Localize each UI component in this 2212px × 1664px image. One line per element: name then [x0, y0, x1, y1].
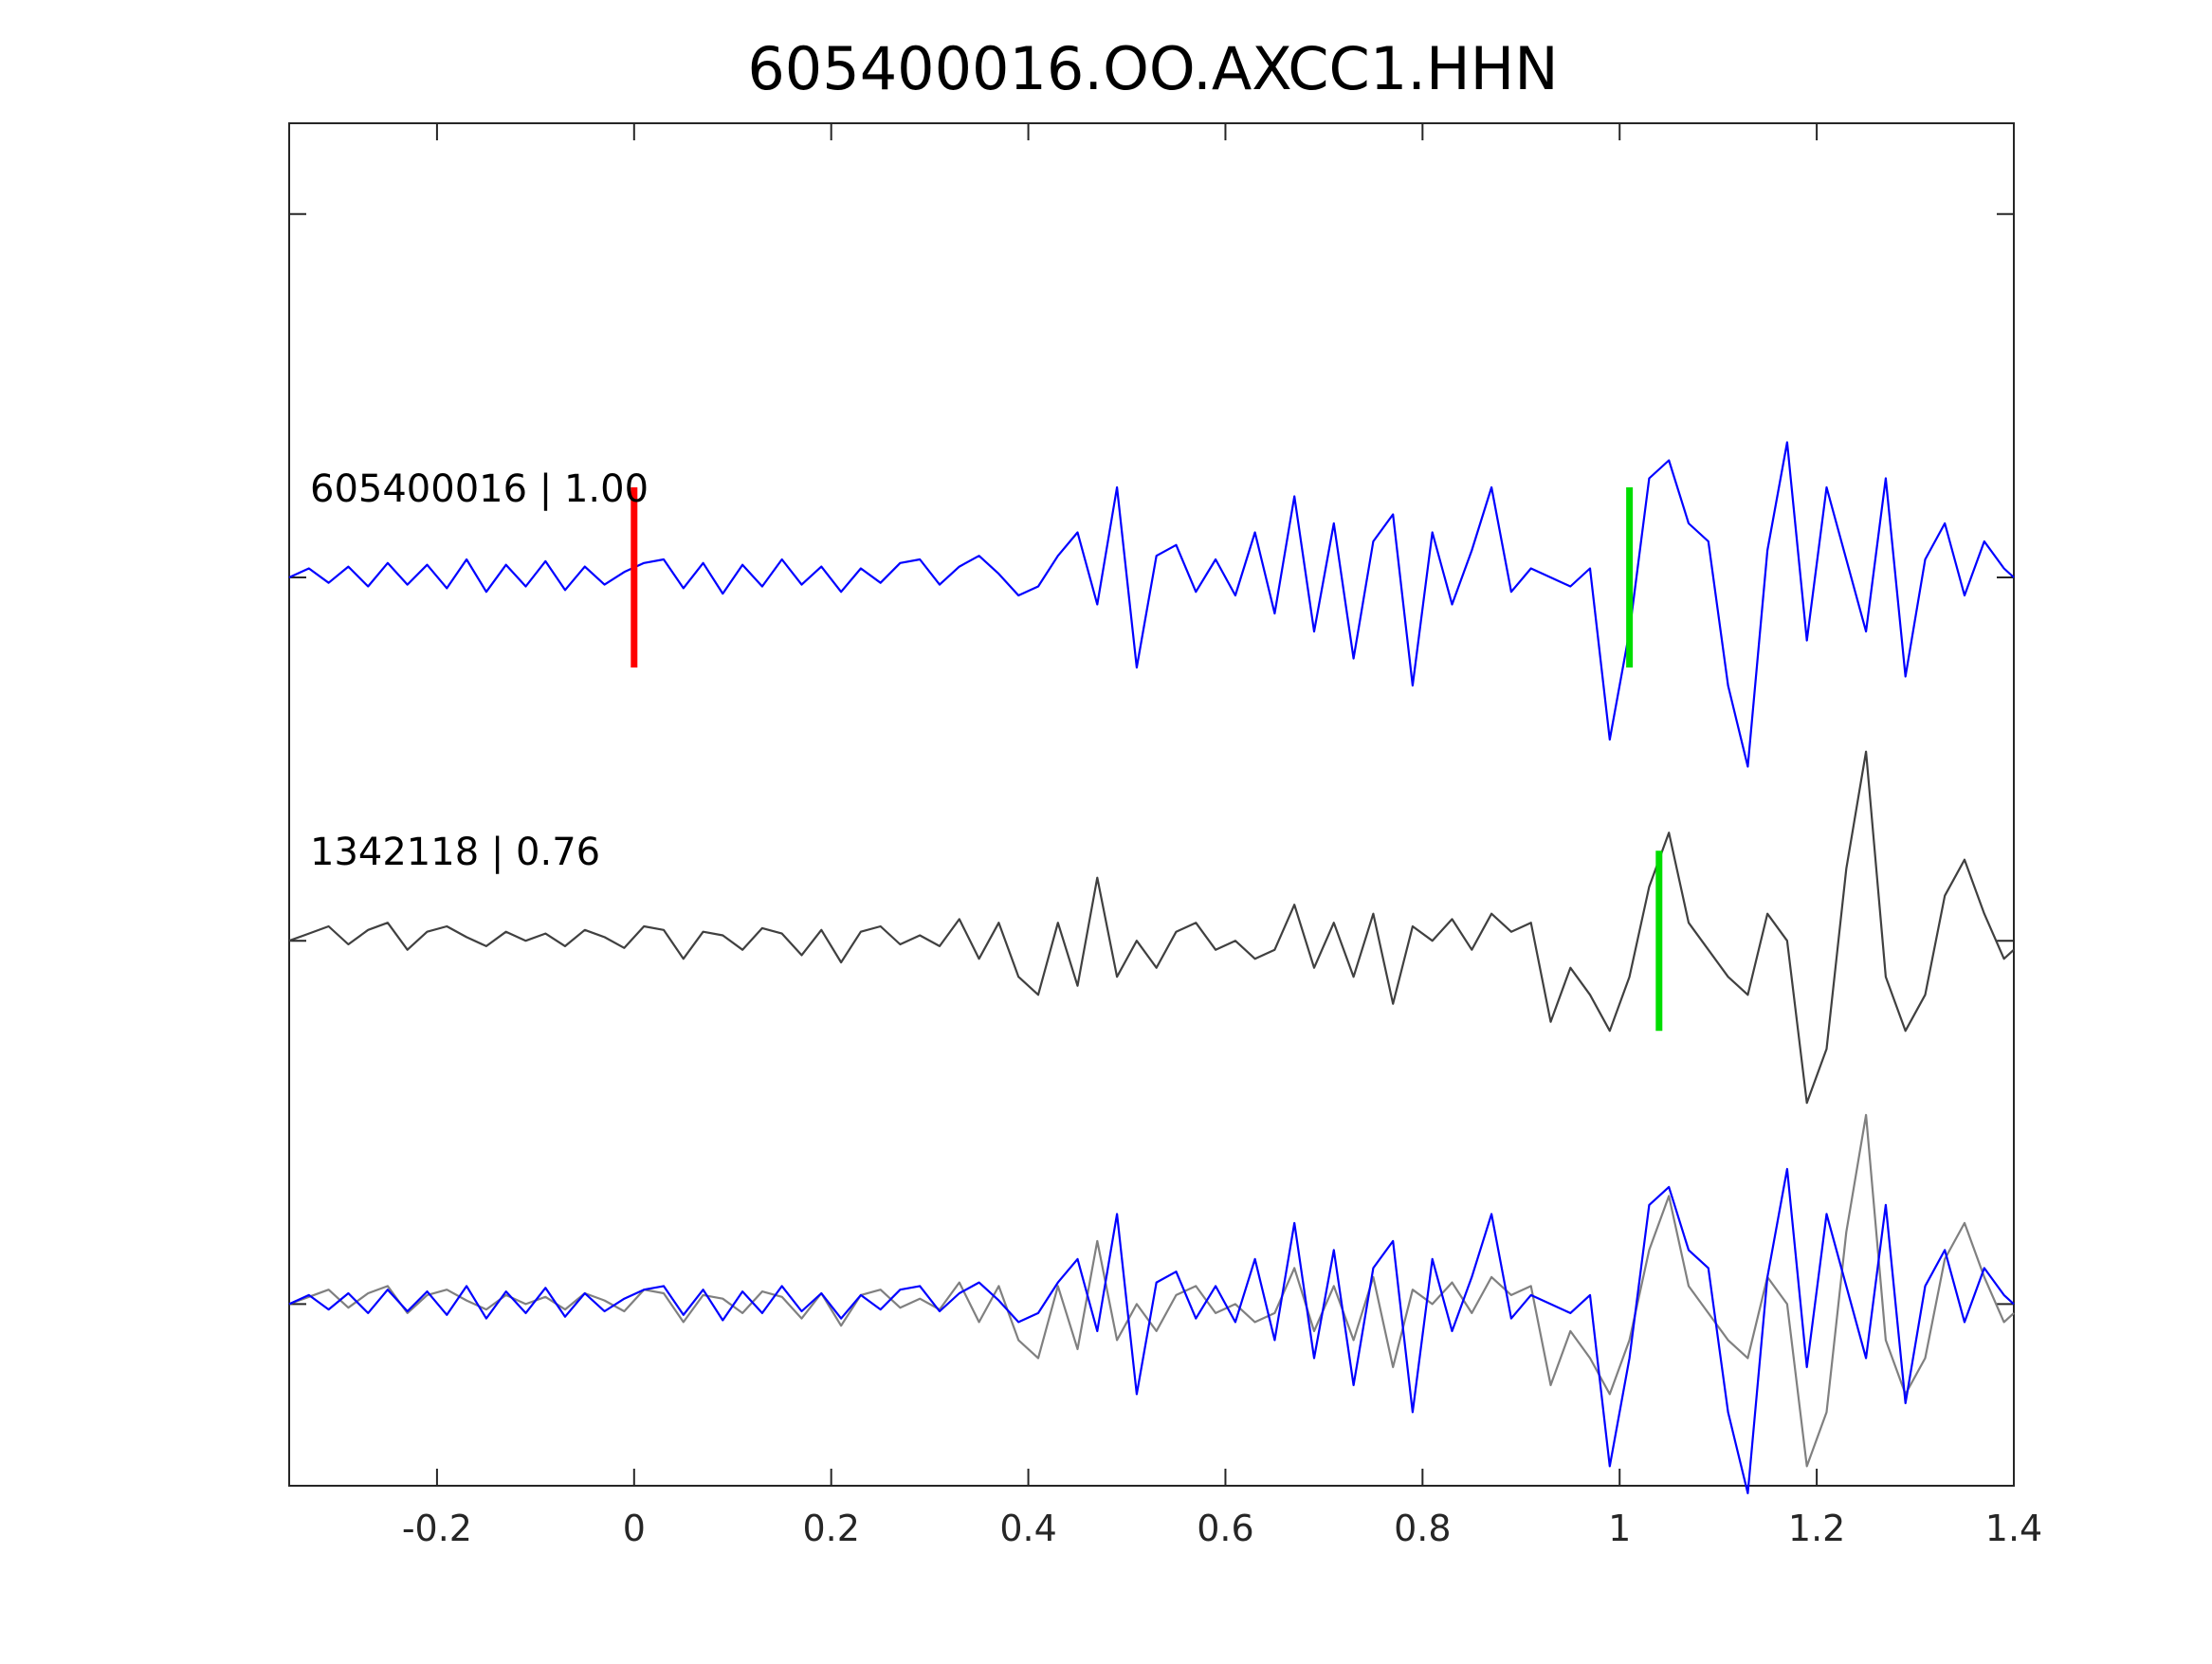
- trace-label: 605400016 | 1.00: [310, 467, 649, 511]
- x-tick-label: 0.4: [999, 1508, 1056, 1549]
- chart-title: 605400016.OO.AXCC1.HHN: [747, 34, 1558, 103]
- x-tick-label: 0.2: [802, 1508, 859, 1549]
- x-tick-label: -0.2: [402, 1508, 472, 1549]
- overlay-line-605400016: [288, 1167, 2015, 1494]
- x-tick-label: 1: [1608, 1508, 1631, 1549]
- plot-area: -0.2 0 0.2 0.4 0.6 0.8 1 1.2 1.4 605400016 | 1.00…: [288, 122, 2042, 1549]
- x-tick-label: 1.2: [1788, 1508, 1845, 1549]
- axes-box: [288, 122, 2015, 1487]
- trace-line-605400016: [288, 441, 2015, 768]
- x-tick-label: 1.4: [1985, 1508, 2042, 1549]
- x-tick-label: 0.6: [1197, 1508, 1253, 1549]
- overlay-line-1342118: [288, 1113, 2015, 1468]
- trace-label: 1342118 | 0.76: [310, 831, 600, 874]
- x-tick-label: 0: [623, 1508, 646, 1549]
- trace-line-1342118: [288, 750, 2015, 1105]
- x-tick-label: 0.8: [1394, 1508, 1451, 1549]
